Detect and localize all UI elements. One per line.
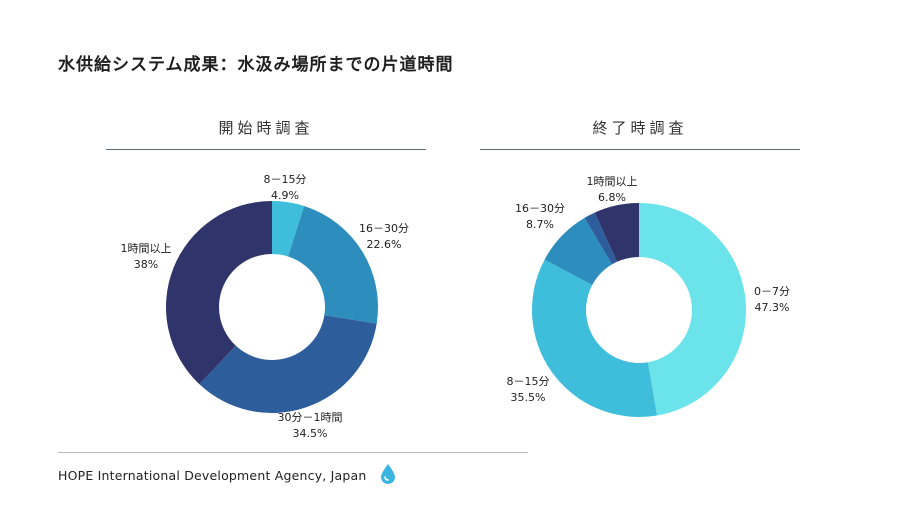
donut2-slice-3	[544, 217, 613, 286]
donut2-label-5: 1時間以上	[587, 175, 638, 188]
chart-title-rule-baseline	[106, 149, 426, 150]
donut2-slice-2	[532, 259, 658, 417]
donut1-label-4: 1時間以上	[121, 242, 172, 255]
donut1-slice-1	[272, 201, 305, 257]
donut1-slice-3	[199, 315, 377, 414]
donut1-label-1: 8－15分	[264, 173, 307, 186]
donut1-label-2: 16－30分	[359, 222, 409, 235]
footer-organization: HOPE International Development Agency, J…	[58, 468, 367, 483]
page-title: 水供給システム成果：水汲み場所までの片道時間	[58, 55, 454, 75]
donut2-label-3: 16－30分	[515, 202, 565, 215]
donut2-value-1: 47.3%	[755, 301, 790, 314]
donut1-value-2: 22.6%	[367, 238, 402, 251]
donut2-slice-1	[639, 203, 746, 416]
water-drop-icon	[381, 464, 395, 484]
footer-divider	[58, 452, 528, 453]
donut1-slice-4	[166, 201, 272, 385]
donut1-value-3: 34.5%	[293, 427, 328, 440]
donut1-slice-2	[288, 205, 379, 324]
donut2-value-5: 6.8%	[598, 191, 626, 204]
chart-title-baseline: 開始時調査	[218, 119, 314, 137]
chart-title-endline: 終了時調査	[592, 119, 688, 137]
donut1-value-4: 38%	[134, 258, 158, 271]
donut2-label-2: 8－15分	[507, 375, 550, 388]
chart-title-rule-endline	[480, 149, 800, 150]
donut2-slice-5	[594, 203, 639, 262]
donut2-value-3: 8.7%	[526, 218, 554, 231]
donut1-label-3: 30分－1時間	[278, 411, 343, 424]
donut2-slice-4	[584, 212, 618, 265]
donut2-label-1: 0－7分	[754, 285, 790, 298]
donut1-value-1: 4.9%	[271, 189, 299, 202]
donut2-value-2: 35.5%	[511, 391, 546, 404]
